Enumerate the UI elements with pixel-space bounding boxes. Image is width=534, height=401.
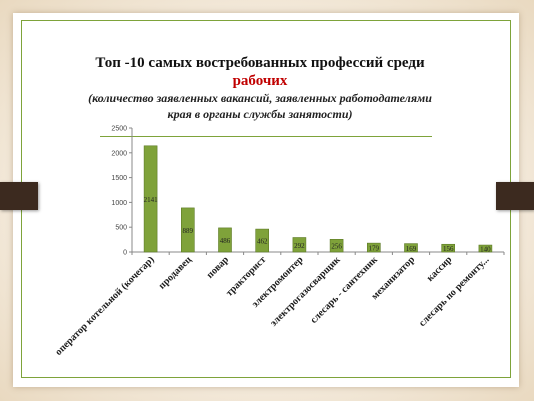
slide-title: Топ -10 самых востребованных профессий с… xyxy=(40,54,480,122)
bar xyxy=(292,237,307,253)
data-label: 486 xyxy=(220,237,231,245)
bar xyxy=(329,239,344,253)
bar xyxy=(255,228,269,253)
data-label: 179 xyxy=(369,245,380,253)
data-label: 889 xyxy=(183,227,194,235)
y-tick-label: 500 xyxy=(115,225,127,232)
data-label: 140 xyxy=(480,246,491,254)
bar xyxy=(181,207,195,253)
x-tick-label: оператор котельной (кочегар) xyxy=(53,254,156,357)
data-label: 292 xyxy=(294,242,305,250)
y-tick-label: 1500 xyxy=(111,175,127,182)
subtitle-line-1: (количество заявленных вакансий, заявлен… xyxy=(88,91,432,105)
bar xyxy=(478,244,493,253)
x-tick-label: электрогазосварщик xyxy=(268,254,343,329)
data-label: 156 xyxy=(443,245,454,253)
slide xyxy=(13,13,519,387)
x-tick-label: повар xyxy=(205,254,232,281)
x-tick-label: кассир xyxy=(425,254,455,284)
title-line-2: рабочих xyxy=(232,73,288,89)
data-label: 169 xyxy=(406,245,417,253)
x-tick-label: слесарь - сантехник xyxy=(308,254,380,326)
data-label: 256 xyxy=(331,243,342,251)
left-clip xyxy=(0,182,38,210)
bar xyxy=(143,145,158,253)
y-tick-label: 2000 xyxy=(111,150,127,157)
bar xyxy=(404,243,418,253)
bar xyxy=(441,243,456,253)
title-underline xyxy=(100,136,432,137)
title-line-1: Топ -10 самых востребованных профессий с… xyxy=(95,55,425,71)
data-label: 2141 xyxy=(144,196,159,204)
bar xyxy=(366,242,381,253)
right-clip xyxy=(496,182,534,210)
x-tick-label: слесарь по ремонту... xyxy=(417,254,492,329)
data-label: 462 xyxy=(257,238,268,246)
y-tick-label: 2500 xyxy=(111,126,127,133)
subtitle-line-2: края в органы службы занятости) xyxy=(167,107,353,121)
bar xyxy=(218,227,232,253)
y-tick-label: 1000 xyxy=(111,200,127,207)
x-tick-label: продавец xyxy=(157,254,194,291)
y-tick-label: 0 xyxy=(123,250,127,257)
